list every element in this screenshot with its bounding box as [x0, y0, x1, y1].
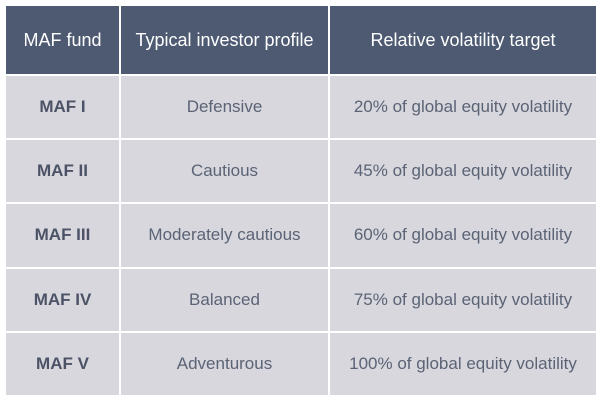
- investor-profile-cell: Balanced: [121, 268, 328, 331]
- fund-name-cell: MAF V: [6, 332, 119, 395]
- fund-table: MAF fund Typical investor profile Relati…: [4, 4, 598, 397]
- volatility-target-cell: 20% of global equity volatility: [330, 76, 596, 139]
- header-investor-profile: Typical investor profile: [121, 6, 328, 74]
- table-row: MAF III Moderately cautious 60% of globa…: [6, 204, 596, 267]
- investor-profile-cell: Defensive: [121, 76, 328, 139]
- fund-name-cell: MAF IV: [6, 268, 119, 331]
- table-row: MAF V Adventurous 100% of global equity …: [6, 332, 596, 395]
- fund-name-cell: MAF I: [6, 76, 119, 139]
- header-maf-fund: MAF fund: [6, 6, 119, 74]
- volatility-target-cell: 75% of global equity volatility: [330, 268, 596, 331]
- volatility-target-cell: 45% of global equity volatility: [330, 140, 596, 203]
- table-row: MAF II Cautious 45% of global equity vol…: [6, 140, 596, 203]
- investor-profile-cell: Moderately cautious: [121, 204, 328, 267]
- header-volatility-target: Relative volatility target: [330, 6, 596, 74]
- table-row: MAF IV Balanced 75% of global equity vol…: [6, 268, 596, 331]
- fund-name-cell: MAF II: [6, 140, 119, 203]
- volatility-target-cell: 60% of global equity volatility: [330, 204, 596, 267]
- investor-profile-cell: Cautious: [121, 140, 328, 203]
- volatility-target-cell: 100% of global equity volatility: [330, 332, 596, 395]
- fund-table-container: MAF fund Typical investor profile Relati…: [4, 4, 596, 397]
- fund-name-cell: MAF III: [6, 204, 119, 267]
- investor-profile-cell: Adventurous: [121, 332, 328, 395]
- table-row: MAF I Defensive 20% of global equity vol…: [6, 76, 596, 139]
- table-header-row: MAF fund Typical investor profile Relati…: [6, 6, 596, 74]
